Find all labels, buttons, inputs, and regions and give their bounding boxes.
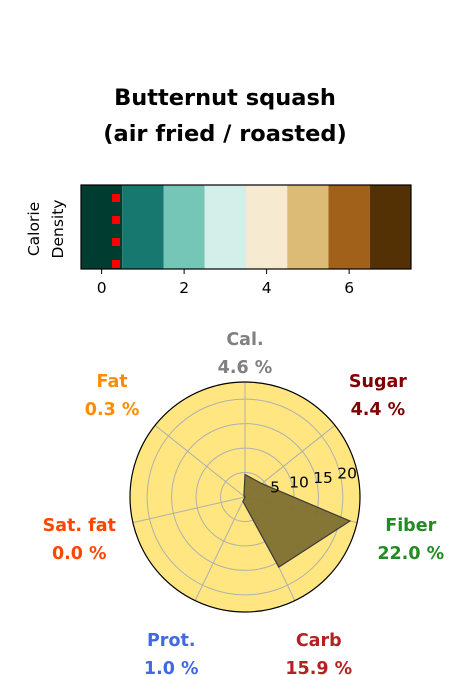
radial-tick-label: 10 xyxy=(289,474,309,492)
nutrient-radar-chart: 5 10 15 20 Cal. 4.6 % Sugar 4.4 % Fiber 22.0 % Car… xyxy=(43,330,445,675)
category-label: Prot. xyxy=(147,631,196,651)
colorbar-cell xyxy=(205,185,246,269)
category-label: Carb xyxy=(296,631,342,651)
colorbar-cell xyxy=(329,185,370,269)
x-tick-label: 6 xyxy=(344,279,354,297)
category-value-label: 4.4 % xyxy=(351,400,406,420)
density-marker xyxy=(112,260,120,268)
category-value-label: 0.0 % xyxy=(52,544,107,564)
category-value-label: 15.9 % xyxy=(285,659,352,675)
chart-title-line-1: Butternut squash xyxy=(114,85,336,111)
y-axis-label-line-2: Density xyxy=(49,200,67,259)
category-label: Sat. fat xyxy=(43,516,116,536)
x-tick-label: 0 xyxy=(97,279,107,297)
density-marker xyxy=(112,194,120,202)
category-label: Fat xyxy=(97,372,128,392)
colorbar-cell xyxy=(122,185,163,269)
category-value-label: 0.3 % xyxy=(85,400,140,420)
radial-tick-label: 20 xyxy=(337,464,357,482)
colorbar-cell xyxy=(164,185,205,269)
colorbar-cell xyxy=(287,185,328,269)
colorbar-cell xyxy=(370,185,411,269)
category-value-label: 22.0 % xyxy=(377,544,444,564)
category-value-label: 4.6 % xyxy=(218,358,273,378)
category-label: Fiber xyxy=(385,516,436,536)
x-tick-label: 2 xyxy=(179,279,189,297)
category-label: Sugar xyxy=(349,372,407,392)
density-marker xyxy=(112,238,120,246)
radial-tick-label: 15 xyxy=(313,469,333,487)
category-value-label: 1.0 % xyxy=(144,659,199,675)
category-label: Cal. xyxy=(226,330,263,350)
x-tick-label: 4 xyxy=(262,279,272,297)
density-marker xyxy=(112,216,120,224)
chart-title-line-2: (air fried / roasted) xyxy=(103,121,347,147)
y-axis-label-line-1: Calorie xyxy=(25,202,43,256)
calorie-density-colorbar: 0 2 4 6 xyxy=(81,185,411,297)
colorbar-cell xyxy=(246,185,287,269)
radial-tick-label: 5 xyxy=(270,478,280,496)
